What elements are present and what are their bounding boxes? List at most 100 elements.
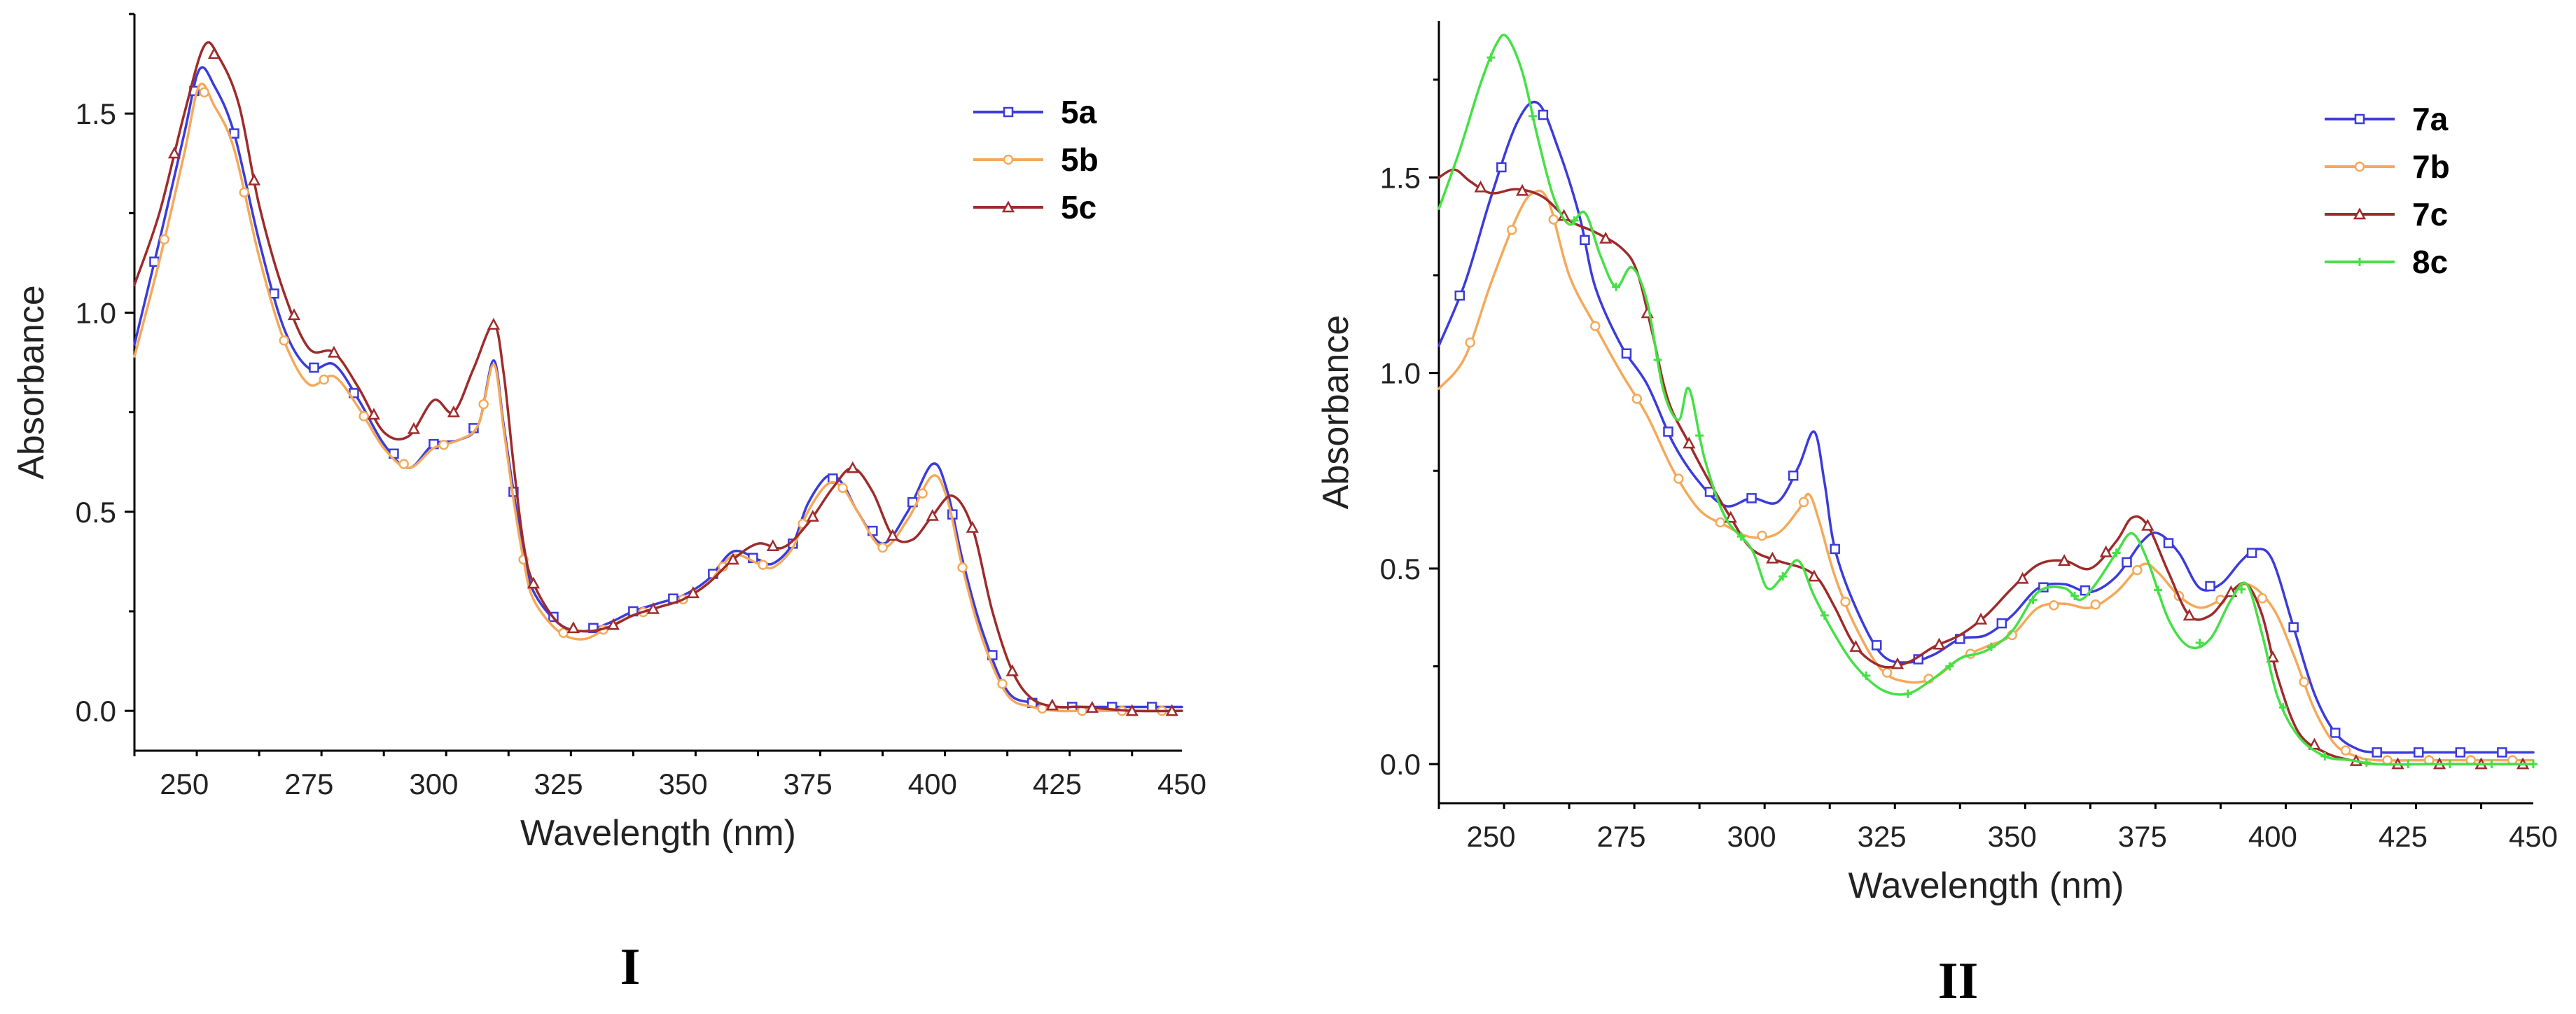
- x-tick-label: 425: [2379, 820, 2428, 853]
- data-point-5c: [527, 576, 540, 589]
- legend-marker-5c: [1001, 200, 1015, 213]
- data-point-8c: [2487, 760, 2496, 769]
- data-point-5b: [239, 187, 249, 198]
- data-point-7a: [2497, 747, 2507, 758]
- x-tick-label: 375: [784, 768, 833, 800]
- y-axis-title: Absorbance: [11, 285, 52, 480]
- data-point-7b: [2090, 599, 2101, 610]
- data-point-5b: [438, 440, 449, 450]
- data-point-5b: [758, 560, 768, 570]
- series-line-7a: [1437, 100, 2535, 754]
- data-point-7b: [1506, 224, 1517, 235]
- y-tick-label: 1.0: [76, 296, 116, 329]
- series-7a: [1437, 100, 2535, 758]
- data-point-7b: [2299, 676, 2309, 688]
- legend-label-8c: 8c: [2412, 244, 2448, 280]
- legend-label-5c: 5c: [1061, 189, 1096, 225]
- series-line-5b: [133, 82, 1183, 713]
- y-axis-title: Absorbance: [1316, 315, 1356, 510]
- x-tick-label: 300: [1727, 820, 1776, 853]
- data-point-8c: [1862, 671, 1871, 680]
- legend: 7a 7b 7c 8c: [2325, 101, 2450, 280]
- data-point-5b: [199, 87, 209, 98]
- legend-marker-5b: [1003, 154, 1014, 165]
- legend-marker-5a: [1003, 106, 1014, 118]
- data-point-5c: [686, 586, 699, 599]
- data-point-5c: [646, 602, 660, 614]
- data-point-7c: [2266, 650, 2279, 662]
- data-point-5c: [1005, 664, 1019, 676]
- data-point-7b: [2340, 745, 2351, 756]
- data-point-5c: [966, 520, 979, 533]
- y-tick-label: 0.5: [1380, 553, 1421, 585]
- data-point-5b: [837, 482, 848, 493]
- data-point-7a: [1996, 618, 2007, 629]
- data-point-8c: [1653, 356, 1662, 365]
- data-point-7a: [1788, 471, 1799, 481]
- data-point-7a: [1538, 109, 1549, 120]
- x-tick-label: 350: [1988, 820, 2037, 853]
- y-tick-label: 1.5: [76, 97, 116, 130]
- data-point-7c: [1891, 657, 1905, 669]
- data-point-8c: [2070, 591, 2080, 600]
- data-point-7a: [1496, 162, 1507, 173]
- data-point-8c: [2112, 548, 2121, 557]
- x-tick-label: 400: [908, 768, 957, 800]
- x-tick-label: 425: [1033, 768, 1082, 800]
- data-point-5b: [957, 562, 968, 573]
- panel-label: I: [620, 938, 641, 996]
- data-point-7a: [1746, 493, 1757, 503]
- data-point-7c: [1683, 436, 1696, 449]
- chart-panel-ii: 250 275 300 325 350 375 400 425 450 0.0 0.5 1.0 1.5 W…: [1316, 21, 2558, 1010]
- data-point-8c: [1945, 662, 1954, 671]
- data-point-8c: [2028, 595, 2038, 604]
- data-point-7a: [1871, 640, 1882, 651]
- data-point-5c: [806, 509, 819, 522]
- x-axis-title: Wavelength (nm): [520, 813, 796, 854]
- data-point-8c: [1903, 689, 1912, 698]
- data-point-8c: [2362, 758, 2371, 767]
- data-point-7a: [2372, 747, 2382, 758]
- data-point-7c: [2099, 545, 2112, 557]
- data-point-8c: [1528, 111, 1537, 120]
- data-point-5b: [398, 459, 409, 469]
- x-tick-label: 375: [2118, 820, 2167, 853]
- data-point-7b: [1757, 530, 1767, 541]
- data-point-5c: [726, 553, 739, 565]
- y-tick-label: 1.0: [1380, 357, 1421, 390]
- series-line-8c: [1437, 34, 2535, 766]
- x-tick-label: 350: [659, 768, 708, 800]
- legend-label-7b: 7b: [2412, 148, 2450, 185]
- data-point-7c: [1849, 639, 1863, 652]
- series-5a: [133, 66, 1183, 712]
- data-point-5c: [407, 422, 421, 434]
- data-point-8c: [2445, 760, 2454, 769]
- series-line-7c: [1437, 168, 2535, 766]
- data-point-7b: [1590, 321, 1601, 331]
- data-point-5c: [167, 146, 181, 159]
- data-point-7a: [1663, 426, 1673, 437]
- data-point-7b: [1548, 214, 1559, 225]
- legend-label-5a: 5a: [1061, 94, 1097, 130]
- legend-label-7a: 7a: [2412, 101, 2449, 137]
- data-point-7c: [1974, 612, 1988, 625]
- series-line-7b: [1437, 189, 2535, 762]
- data-point-8c: [1570, 216, 1579, 225]
- data-point-5b: [478, 399, 489, 410]
- data-point-8c: [2278, 703, 2288, 712]
- data-point-7c: [2141, 518, 2154, 531]
- data-point-7c: [1933, 637, 1946, 650]
- data-point-5c: [606, 618, 620, 630]
- data-point-5c: [846, 461, 859, 473]
- data-point-5c: [207, 47, 221, 60]
- x-tick-label: 250: [1466, 820, 1515, 853]
- data-point-7b: [1715, 517, 1726, 528]
- data-point-5b: [279, 335, 289, 346]
- data-point-8c: [1487, 53, 1496, 62]
- legend-label-5b: 5b: [1061, 141, 1099, 178]
- data-point-5c: [487, 317, 501, 330]
- data-point-8c: [2237, 585, 2246, 594]
- data-point-7b: [1798, 496, 1809, 508]
- data-point-7c: [2058, 554, 2071, 566]
